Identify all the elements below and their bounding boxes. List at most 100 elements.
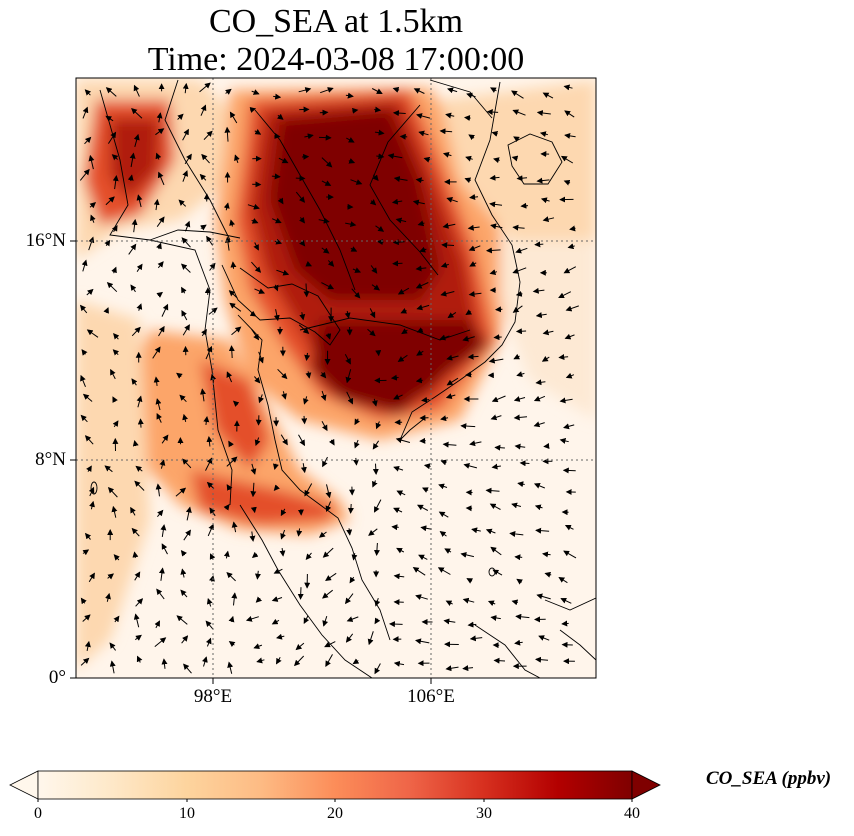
wind-arrow xyxy=(251,551,259,559)
wind-arrow xyxy=(520,202,529,209)
wind-arrow xyxy=(534,241,544,248)
wind-arrow xyxy=(223,202,230,211)
wind-arrow xyxy=(305,371,312,379)
wind-arrow xyxy=(540,197,550,204)
wind-arrow xyxy=(493,334,502,341)
wind-arrow xyxy=(397,287,410,295)
wind-arrow xyxy=(109,642,116,651)
wind-arrow xyxy=(417,220,425,227)
wind-arrow xyxy=(161,543,168,555)
wind-arrow xyxy=(513,414,528,421)
wind-arrow xyxy=(113,333,120,340)
wind-arrow xyxy=(396,547,405,554)
wind-arrow xyxy=(490,414,502,421)
wind-arrow xyxy=(489,201,503,208)
wind-arrow xyxy=(353,457,359,466)
wind-arrow xyxy=(464,115,471,122)
wind-arrow xyxy=(111,505,118,518)
wind-arrow xyxy=(80,374,86,387)
wind-arrow xyxy=(223,550,230,559)
wind-arrow xyxy=(569,225,576,232)
wind-arrow xyxy=(298,87,312,93)
wind-arrow xyxy=(182,458,192,469)
wind-arrow xyxy=(464,177,472,184)
wind-arrow xyxy=(421,396,430,403)
wind-arrow xyxy=(393,394,403,400)
wind-arrow xyxy=(558,354,569,361)
wind-arrow xyxy=(348,158,356,164)
wind-arrow xyxy=(156,112,163,123)
wind-arrow xyxy=(563,266,577,274)
wind-arrow xyxy=(565,305,579,312)
colorbar-tick-label: 0 xyxy=(34,805,42,822)
wind-arrow xyxy=(303,615,310,624)
wind-arrow xyxy=(374,597,381,607)
wind-arrow xyxy=(295,191,306,203)
wind-arrow xyxy=(181,286,187,294)
wind-arrow xyxy=(375,225,385,232)
wind-arrow xyxy=(443,618,456,625)
wind-arrow xyxy=(105,196,115,206)
wind-arrow xyxy=(324,641,336,648)
wind-arrow xyxy=(321,157,333,168)
wind-arrow xyxy=(516,578,523,585)
wind-arrow xyxy=(344,593,354,605)
wind-arrow xyxy=(535,379,546,386)
wind-arrow xyxy=(182,170,188,182)
wind-arrow xyxy=(111,154,119,161)
wind-arrow xyxy=(565,372,575,379)
wind-arrow xyxy=(135,634,142,641)
wind-arrow xyxy=(445,665,459,672)
wind-arrow xyxy=(489,503,501,510)
wind-arrow xyxy=(320,390,327,402)
wind-arrow xyxy=(416,304,430,311)
wind-arrow xyxy=(423,156,431,163)
wind-arrow xyxy=(82,549,90,556)
wind-arrow xyxy=(415,282,429,289)
wind-arrow xyxy=(227,661,234,674)
wind-arrow xyxy=(388,621,403,628)
wind-arrow xyxy=(205,620,214,630)
wind-arrow xyxy=(176,372,183,379)
wind-arrow xyxy=(368,528,378,536)
wind-arrow xyxy=(542,92,554,99)
wind-arrow xyxy=(351,288,361,299)
wind-arrow xyxy=(439,128,453,135)
wind-arrow xyxy=(412,567,426,576)
wind-arrow xyxy=(200,104,207,116)
wind-arrow xyxy=(392,110,406,117)
wind-arrow xyxy=(303,283,310,298)
wind-arrow xyxy=(271,618,280,625)
wind-arrow xyxy=(560,597,572,604)
wind-arrow xyxy=(513,353,521,360)
wind-arrow xyxy=(299,239,306,247)
wind-arrow xyxy=(393,465,404,472)
wind-arrow xyxy=(256,657,265,664)
wind-arrow xyxy=(105,115,114,122)
wind-arrow xyxy=(272,284,279,292)
wind-arrow xyxy=(420,525,432,532)
wind-arrow xyxy=(249,310,257,317)
wind-arrow xyxy=(209,262,216,271)
gridlines xyxy=(76,78,596,678)
wind-arrow xyxy=(131,378,138,386)
wind-arrow xyxy=(490,223,503,230)
chart-title: CO_SEA at 1.5km xyxy=(208,3,464,40)
wind-arrow xyxy=(321,282,335,290)
wind-arrow xyxy=(158,567,165,581)
wind-arrow xyxy=(84,532,92,540)
wind-arrow xyxy=(375,421,382,430)
wind-arrow xyxy=(469,261,477,267)
wind-arrow xyxy=(154,637,167,647)
wind-arrow xyxy=(395,437,411,444)
wind-arrow xyxy=(446,354,459,361)
wind-arrow xyxy=(512,305,523,313)
wind-arrow xyxy=(157,509,164,518)
wind-arrow xyxy=(463,462,478,469)
wind-arrow xyxy=(131,326,141,337)
wind-arrow xyxy=(371,88,383,94)
wind-arrow xyxy=(301,415,308,425)
wind-arrow xyxy=(442,441,457,448)
wind-arrow xyxy=(180,589,188,598)
wind-arrow xyxy=(131,527,140,537)
